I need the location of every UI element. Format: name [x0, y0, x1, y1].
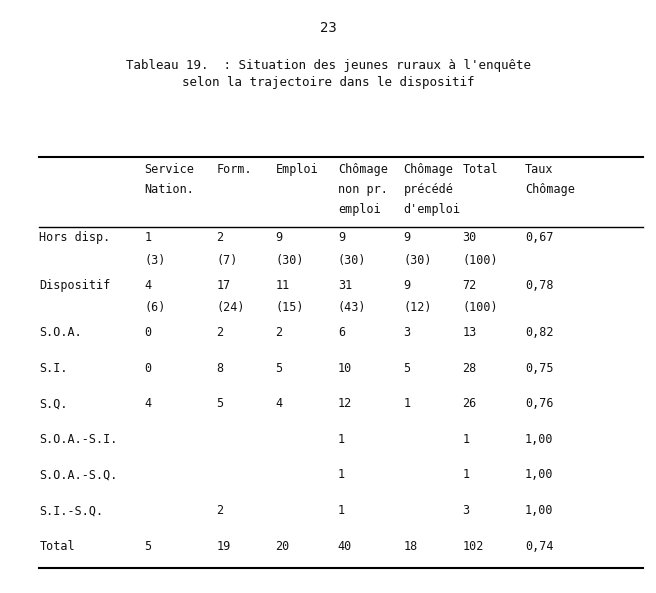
Text: S.O.A.-S.I.: S.O.A.-S.I. [39, 433, 117, 446]
Text: 1,00: 1,00 [525, 433, 553, 446]
Text: 0: 0 [144, 362, 152, 375]
Text: 0: 0 [144, 326, 152, 339]
Text: 5: 5 [276, 362, 283, 375]
Text: 17: 17 [216, 279, 231, 292]
Text: 1: 1 [338, 468, 345, 482]
Text: Service: Service [144, 163, 194, 176]
Text: (30): (30) [338, 254, 366, 267]
Text: 9: 9 [403, 231, 411, 244]
Text: 0,75: 0,75 [525, 362, 553, 375]
Text: 5: 5 [144, 540, 152, 553]
Text: 0,76: 0,76 [525, 397, 553, 410]
Text: 5: 5 [403, 362, 411, 375]
Text: 19: 19 [216, 540, 231, 553]
Text: 2: 2 [216, 231, 224, 244]
Text: 1,00: 1,00 [525, 504, 553, 517]
Text: 23: 23 [319, 21, 337, 35]
Text: 1: 1 [462, 433, 470, 446]
Text: Chômage: Chômage [525, 183, 575, 196]
Text: S.O.A.-S.Q.: S.O.A.-S.Q. [39, 468, 117, 482]
Text: 4: 4 [276, 397, 283, 410]
Text: Total: Total [462, 163, 498, 176]
Text: 1,00: 1,00 [525, 468, 553, 482]
Text: S.I.-S.Q.: S.I.-S.Q. [39, 504, 104, 517]
Text: 1: 1 [144, 231, 152, 244]
Text: 4: 4 [144, 397, 152, 410]
Text: 31: 31 [338, 279, 352, 292]
Text: 26: 26 [462, 397, 477, 410]
Text: 1: 1 [403, 397, 411, 410]
Text: (30): (30) [276, 254, 304, 267]
Text: Chômage: Chômage [338, 163, 388, 176]
Text: (12): (12) [403, 301, 432, 314]
Text: 1: 1 [338, 433, 345, 446]
Text: 12: 12 [338, 397, 352, 410]
Text: précédé: précédé [403, 183, 453, 196]
Text: (3): (3) [144, 254, 166, 267]
Text: 9: 9 [403, 279, 411, 292]
Text: Form.: Form. [216, 163, 252, 176]
Text: 10: 10 [338, 362, 352, 375]
Text: (100): (100) [462, 254, 498, 267]
Text: 2: 2 [216, 326, 224, 339]
Text: 1: 1 [338, 504, 345, 517]
Text: 2: 2 [216, 504, 224, 517]
Text: 9: 9 [276, 231, 283, 244]
Text: 18: 18 [403, 540, 418, 553]
Text: (43): (43) [338, 301, 366, 314]
Text: 30: 30 [462, 231, 477, 244]
Text: S.O.A.: S.O.A. [39, 326, 82, 339]
Text: 5: 5 [216, 397, 224, 410]
Text: Dispositif: Dispositif [39, 279, 111, 292]
Text: (7): (7) [216, 254, 238, 267]
Text: (15): (15) [276, 301, 304, 314]
Text: 3: 3 [462, 504, 470, 517]
Text: Emploi: Emploi [276, 163, 318, 176]
Text: 3: 3 [403, 326, 411, 339]
Text: 2: 2 [276, 326, 283, 339]
Text: 0,78: 0,78 [525, 279, 553, 292]
Text: 0,67: 0,67 [525, 231, 553, 244]
Text: Tableau 19.  : Situation des jeunes ruraux à l'enquête: Tableau 19. : Situation des jeunes rurau… [125, 59, 531, 72]
Text: (24): (24) [216, 301, 245, 314]
Text: 0,82: 0,82 [525, 326, 553, 339]
Text: emploi: emploi [338, 203, 380, 216]
Text: Hors disp.: Hors disp. [39, 231, 111, 244]
Text: Total: Total [39, 540, 75, 553]
Text: 102: 102 [462, 540, 484, 553]
Text: 1: 1 [462, 468, 470, 482]
Text: 6: 6 [338, 326, 345, 339]
Text: Taux: Taux [525, 163, 553, 176]
Text: S.I.: S.I. [39, 362, 68, 375]
Text: 72: 72 [462, 279, 477, 292]
Text: (100): (100) [462, 301, 498, 314]
Text: 4: 4 [144, 279, 152, 292]
Text: 28: 28 [462, 362, 477, 375]
Text: (6): (6) [144, 301, 166, 314]
Text: 0,74: 0,74 [525, 540, 553, 553]
Text: 20: 20 [276, 540, 290, 553]
Text: d'emploi: d'emploi [403, 203, 461, 216]
Text: 11: 11 [276, 279, 290, 292]
Text: selon la trajectoire dans le dispositif: selon la trajectoire dans le dispositif [182, 76, 474, 89]
Text: (30): (30) [403, 254, 432, 267]
Text: 40: 40 [338, 540, 352, 553]
Text: Nation.: Nation. [144, 183, 194, 196]
Text: 13: 13 [462, 326, 477, 339]
Text: 8: 8 [216, 362, 224, 375]
Text: Chômage: Chômage [403, 163, 453, 176]
Text: 9: 9 [338, 231, 345, 244]
Text: S.Q.: S.Q. [39, 397, 68, 410]
Text: non pr.: non pr. [338, 183, 388, 196]
